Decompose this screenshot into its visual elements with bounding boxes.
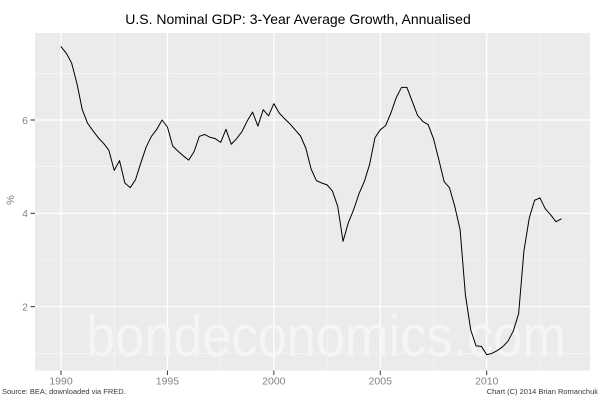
gdp-growth-line <box>60 46 562 356</box>
chart-title: U.S. Nominal GDP: 3-Year Average Growth,… <box>125 11 471 27</box>
minor-gridlines <box>35 33 590 371</box>
x-axis-tick-label: 2000 <box>262 376 286 388</box>
copyright-note: Chart (C) 2014 Brian Romanchuk <box>486 387 598 396</box>
x-axis-tick-label: 2005 <box>369 376 393 388</box>
y-axis-tick-label: 6 <box>22 115 28 127</box>
axis-tick-marks <box>30 119 488 375</box>
x-axis-tick-label: 1995 <box>156 376 180 388</box>
y-axis-title: % <box>5 195 17 205</box>
x-axis-tick-label: 1990 <box>49 376 73 388</box>
axis-tick-labels: 1990 1995 2000 2005 2010 2 4 6 <box>22 115 498 388</box>
y-axis-tick-label: 4 <box>22 208 28 220</box>
major-gridlines <box>35 33 590 371</box>
source-note: Source: BEA; downloaded via FRED. <box>2 387 126 396</box>
x-axis-tick-label: 2010 <box>475 376 499 388</box>
y-axis-tick-label: 2 <box>22 301 28 313</box>
watermark-text: bondeconomics.com <box>86 304 566 369</box>
plot-panel <box>35 33 590 371</box>
